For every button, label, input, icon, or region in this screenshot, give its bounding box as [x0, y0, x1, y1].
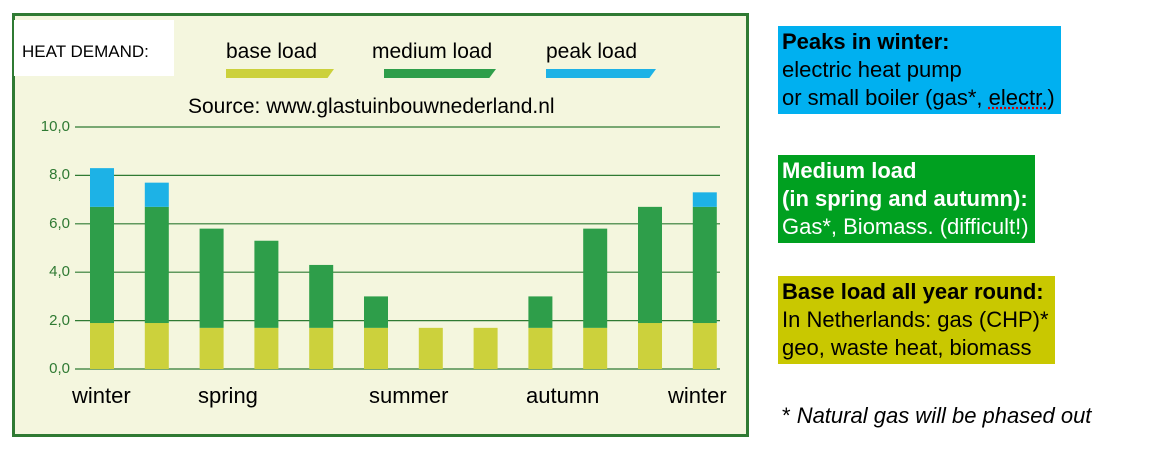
y-tick-label: 6,0 — [49, 215, 70, 232]
legend-medium-load-swatch — [384, 69, 496, 78]
bar-base-load-11 — [638, 323, 662, 369]
legend-base-load-label: base load — [226, 40, 318, 63]
bar-base-load-5 — [309, 327, 334, 369]
season-label-winter-end: winter — [668, 383, 727, 408]
bar-medium-load-6 — [364, 296, 388, 328]
bar-peak-load-12 — [692, 192, 717, 207]
info-box-peak: Peaks in winter: electric heat pump or s… — [778, 26, 1061, 114]
bar-base-load-1 — [90, 323, 114, 369]
base-title: Base load all year round: — [782, 279, 1044, 304]
bar-medium-load-11 — [638, 206, 662, 324]
legend-medium-load-label: medium load — [372, 40, 493, 63]
y-tick-label: 4,0 — [49, 263, 70, 280]
footnote: * Natural gas will be phased out — [782, 403, 1091, 429]
bar-base-load-10 — [583, 327, 608, 369]
bar-medium-load-12 — [692, 206, 717, 324]
season-label-winter: winter — [72, 383, 131, 408]
season-label-spring: spring — [198, 383, 258, 408]
bar-base-load-12 — [692, 323, 717, 369]
bar-medium-load-5 — [309, 264, 334, 328]
peak-line-1: electric heat pump — [782, 57, 962, 82]
peak-line-2: or small boiler (gas*, electr.) — [782, 85, 1055, 110]
bar-medium-load-1 — [90, 206, 114, 324]
season-label-summer: summer — [369, 383, 449, 408]
base-line-2: geo, waste heat, biomass — [782, 335, 1032, 360]
bar-medium-load-2 — [144, 206, 169, 324]
medium-title-2: (in spring and autumn): — [782, 186, 1028, 211]
chart-title: HEAT DEMAND: — [22, 42, 149, 61]
bar-medium-load-4 — [254, 240, 279, 328]
bar-base-load-3 — [199, 327, 224, 369]
bar-base-load-6 — [364, 327, 388, 369]
info-box-base: Base load all year round: In Netherlands… — [778, 276, 1055, 364]
y-tick-label: 0,0 — [49, 360, 70, 377]
bar-base-load-8 — [473, 327, 498, 369]
base-line-1: In Netherlands: gas (CHP)* — [782, 307, 1049, 332]
bar-peak-load-2 — [144, 182, 169, 207]
season-label-autumn: autumn — [526, 383, 600, 408]
bar-base-load-9 — [528, 327, 553, 369]
bar-base-load-4 — [254, 327, 279, 369]
legend-peak-load-label: peak load — [546, 40, 638, 63]
medium-title-1: Medium load — [782, 158, 917, 183]
legend-peak-load-swatch — [546, 69, 656, 78]
y-tick-label: 10,0 — [40, 118, 70, 135]
y-tick-label: 2,0 — [49, 312, 70, 329]
footnote-star: * — [782, 403, 791, 428]
chart-title-tab — [14, 20, 174, 76]
medium-line-1: Gas*, Biomass. (difficult!) — [782, 214, 1029, 239]
legend-base-load-swatch — [226, 69, 334, 78]
y-tick-label: 8,0 — [49, 166, 70, 183]
bar-medium-load-3 — [199, 228, 224, 328]
info-box-medium: Medium load (in spring and autumn): Gas*… — [778, 155, 1035, 243]
chart-plot — [75, 126, 720, 370]
bar-medium-load-9 — [528, 296, 553, 328]
bar-base-load-7 — [418, 327, 443, 369]
peak-title: Peaks in winter: — [782, 29, 950, 54]
bar-base-load-2 — [144, 323, 169, 369]
chart-subtitle: Source: www.glastuinbouwnederland.nl — [188, 95, 555, 118]
footnote-text: Natural gas will be phased out — [796, 403, 1092, 428]
bar-peak-load-1 — [90, 168, 114, 207]
bar-medium-load-10 — [583, 228, 608, 328]
